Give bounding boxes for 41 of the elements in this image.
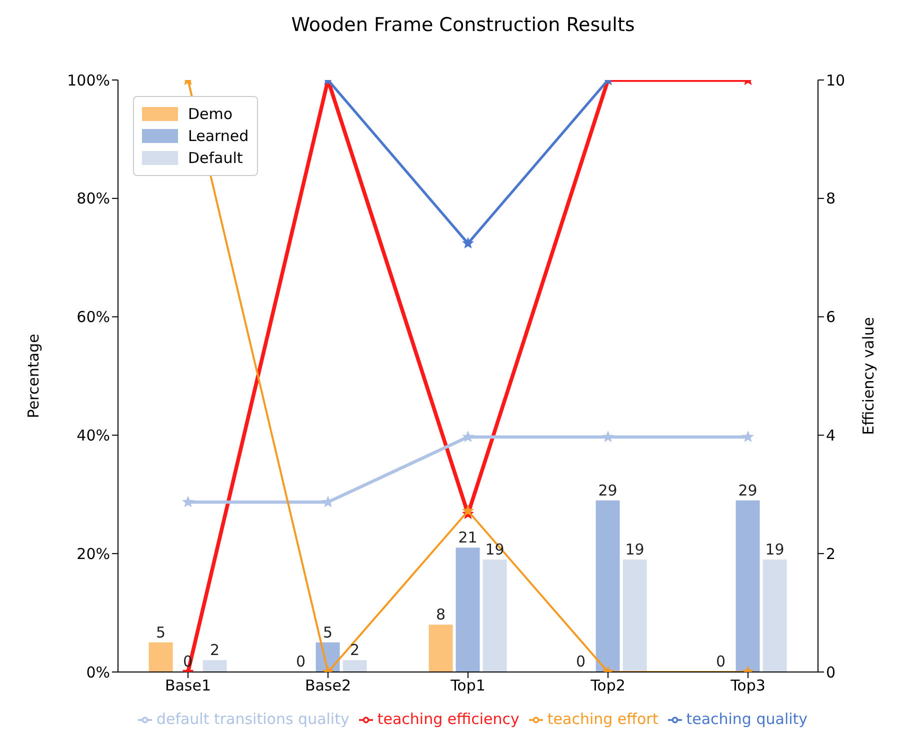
y-tick-label: 0% — [86, 663, 110, 682]
data-label: 21 — [458, 528, 478, 547]
y-tick-label: 60% — [76, 308, 110, 326]
data-label: 0 — [296, 652, 306, 670]
y-tick-label: 40% — [76, 426, 110, 445]
data-label: 19 — [625, 540, 644, 559]
x-tick-label: Base2 — [304, 676, 352, 695]
data-label: 5 — [156, 623, 166, 642]
y2-tick-label: 6 — [826, 308, 836, 326]
legend-label: default transitions quality — [156, 710, 350, 728]
legend-label: Demo — [187, 105, 234, 123]
legend-label: teaching quality — [686, 710, 808, 728]
y-tick-label: 20% — [76, 544, 110, 563]
x-tick-label: Top2 — [590, 676, 626, 695]
legend-label: teaching efficiency — [377, 710, 520, 728]
y2-tick-label: 0 — [826, 663, 836, 682]
y-tick-label: 80% — [76, 190, 110, 208]
legend-label: Default — [187, 149, 244, 167]
legend-label: teaching effort — [547, 710, 658, 728]
y2-tick-label: 10 — [826, 71, 846, 90]
data-label: 8 — [436, 606, 446, 624]
x-tick-label: Base1 — [164, 676, 212, 695]
x-tick-label: Top1 — [450, 676, 486, 695]
data-label: 29 — [598, 481, 618, 500]
data-label: 5 — [323, 623, 333, 642]
data-label: 2 — [210, 641, 220, 660]
y2-tick-label: 4 — [826, 426, 836, 445]
y-tick-label: 100% — [67, 71, 110, 90]
chart-title: Wooden Frame Construction Results — [290, 14, 636, 36]
legend-label: Learned — [187, 127, 249, 145]
y-axis-title: Percentage — [24, 334, 42, 418]
x-tick-label: Top3 — [730, 676, 766, 695]
data-label: 19 — [485, 540, 504, 559]
data-label: 2 — [350, 641, 360, 660]
data-label: 19 — [765, 540, 784, 559]
data-label: 0 — [576, 652, 586, 670]
y2-tick-label: 8 — [826, 190, 836, 208]
data-label: 29 — [738, 481, 758, 500]
y2-tick-label: 2 — [826, 544, 836, 563]
y2-axis-title: Efficiency value — [859, 317, 878, 435]
data-label: 0 — [716, 652, 726, 670]
